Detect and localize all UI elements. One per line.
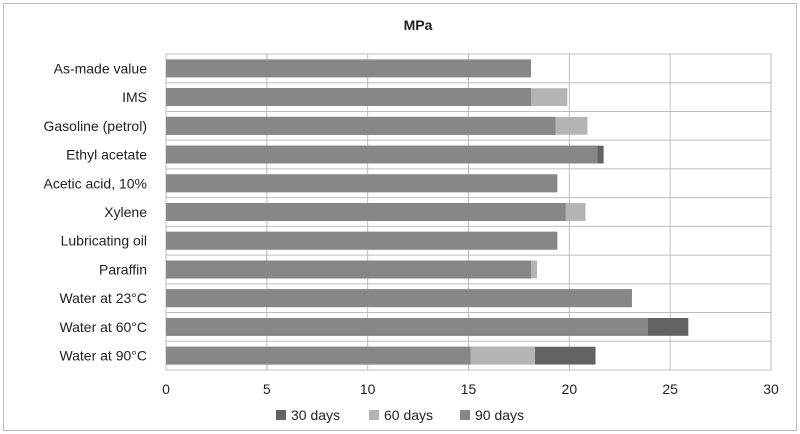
bars-layer	[166, 59, 689, 365]
category-label-2: Gasoline (petrol)	[44, 118, 148, 134]
x-tick-label-1: 5	[263, 381, 271, 397]
category-label-3: Ethyl acetate	[66, 147, 147, 163]
legend-swatch-1	[369, 410, 379, 420]
legend: 30 days 60 days 90 days	[276, 407, 524, 423]
category-label-0: As-made value	[54, 60, 148, 76]
legend-swatch-2	[460, 410, 470, 420]
bar-90-days-1	[166, 88, 532, 106]
legend-label-1: 60 days	[384, 407, 433, 423]
category-label-5: Xylene	[104, 204, 147, 220]
category-label-10: Water at 90°C	[59, 348, 147, 364]
legend-label-0: 30 days	[291, 407, 340, 423]
category-label-6: Lubricating oil	[61, 233, 147, 249]
x-tick-label-0: 0	[162, 381, 170, 397]
bar-90-days-4	[166, 174, 558, 193]
category-label-4: Acetic acid, 10%	[44, 175, 148, 191]
legend-swatch-0	[276, 410, 286, 420]
category-label-7: Paraffin	[99, 261, 147, 277]
x-tick-label-6: 30	[763, 381, 779, 397]
bar-90-days-9	[166, 318, 648, 336]
bar-90-days-6	[166, 231, 558, 250]
category-label-1: IMS	[122, 89, 147, 105]
bar-90-days-0	[166, 59, 532, 78]
bar-90-days-2	[166, 116, 556, 135]
x-tick-label-4: 20	[562, 381, 578, 397]
x-tick-label-3: 15	[461, 381, 477, 397]
bar-90-days-7	[166, 260, 532, 279]
legend-label-2: 90 days	[475, 407, 524, 423]
bar-90-days-10	[166, 346, 471, 365]
category-label-8: Water at 23°C	[59, 290, 147, 306]
grid-layer	[165, 53, 772, 371]
chart-title: MPa	[404, 17, 433, 33]
category-label-9: Water at 60°C	[59, 319, 147, 335]
bar-90-days-5	[166, 203, 566, 221]
bar-90-days-8	[166, 289, 632, 308]
x-tick-label-5: 25	[662, 381, 678, 397]
x-tick-labels: 0 5 10 15 20 25 30	[162, 381, 779, 397]
bar-90-days-3	[166, 145, 598, 164]
category-labels: As-made value IMS Gasoline (petrol) Ethyl a…	[44, 60, 148, 363]
x-tick-label-2: 10	[360, 381, 376, 397]
